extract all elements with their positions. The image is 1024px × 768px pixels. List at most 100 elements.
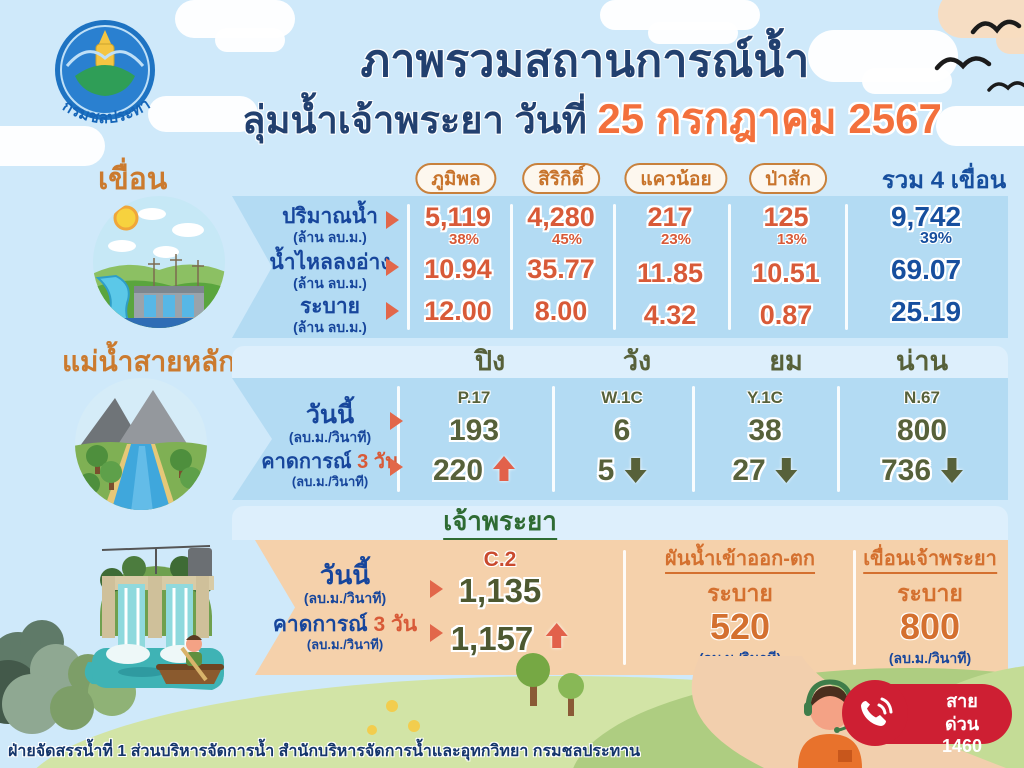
- hotline-number: 1460: [941, 736, 983, 756]
- dam-pill-bhumibol: ภูมิพล: [415, 163, 497, 194]
- dam-value: 12.00: [424, 296, 492, 326]
- chao-dam-illustration: [84, 545, 224, 690]
- river-forecast-value: 736: [880, 454, 932, 487]
- subtitle-text: ลุ่มน้ำเจ้าพระยา วันที่: [242, 100, 587, 142]
- dam-percent: 45%: [551, 231, 583, 248]
- river-illustration: [75, 378, 207, 510]
- river-forecast-value: 220: [432, 454, 484, 487]
- dam-total-percent: 39%: [919, 230, 953, 247]
- cloud: [648, 22, 738, 44]
- dam-total-value: 69.07: [890, 254, 962, 285]
- triangle-marker: [386, 211, 399, 229]
- phone-icon: [842, 680, 908, 746]
- dam-value: 35.77: [527, 254, 595, 284]
- call-agent: [798, 679, 862, 768]
- divider: [552, 386, 555, 492]
- station-code: N.67: [904, 388, 940, 407]
- chao-forecast-cell: 1,157: [451, 620, 570, 658]
- dam-value: 125: [763, 202, 809, 232]
- divider: [397, 386, 400, 492]
- hotline-text: สายด่วน 1460: [931, 690, 993, 758]
- river-forecast-cell: 736: [881, 454, 963, 489]
- divider: [623, 550, 626, 665]
- dam-pill-pasak: ป่าสัก: [749, 163, 827, 194]
- dam-illustration: [93, 196, 225, 328]
- river-forecast-value: 27: [732, 454, 766, 487]
- cloud: [996, 26, 1024, 54]
- dam-pill-sirikit: สิริกิติ์: [522, 163, 600, 194]
- dam-percent: 23%: [660, 231, 692, 248]
- dam-value: 5,119: [424, 202, 492, 232]
- dams-total-label: รวม 4 เขื่อน: [881, 160, 1007, 203]
- dam-value: 11.85: [636, 258, 704, 288]
- chao-forecast-label: คาดการณ์ 3 วัน (ลบ.ม./วินาที): [272, 613, 418, 653]
- river-today-value: 6: [613, 414, 631, 447]
- chao-station-code: C.2: [483, 548, 517, 571]
- diversion-value: 520: [709, 606, 771, 647]
- page-title: ภาพรวมสถานการณ์น้ำ: [360, 35, 810, 86]
- river-today-value: 193: [448, 414, 500, 447]
- hotline-label: สายด่วน: [944, 691, 980, 734]
- dam-row-label-inflow: น้ำไหลลงอ่าง (ล้าน ลบ.ม.): [269, 251, 391, 292]
- agency-logo: กรมชลประทาน: [35, 12, 155, 127]
- cloud: [862, 68, 952, 94]
- diversion-release-label: ระบาย: [707, 580, 773, 606]
- trend-arrow: [776, 456, 798, 483]
- dam-value: 0.87: [759, 300, 813, 330]
- river-forecast-cell: 27: [732, 454, 797, 489]
- dams-section-label: เขื่อน: [98, 163, 168, 196]
- cloud: [0, 126, 105, 166]
- chao-forecast-value: 1,157: [450, 620, 534, 657]
- chao-today-label: วันนี้ (ลบ.ม./วินาที): [303, 560, 387, 607]
- triangle-marker: [430, 624, 443, 642]
- chao-dam-title: เขื่อนเจ้าพระยา: [863, 548, 997, 574]
- cloud: [148, 96, 258, 132]
- dam-value: 4,280: [527, 202, 595, 232]
- dams-table: [232, 196, 1008, 338]
- cloud: [215, 28, 285, 52]
- river-forecast-cell: 5: [598, 454, 647, 489]
- dam-value: 10.94: [424, 254, 492, 284]
- divider: [837, 386, 840, 492]
- divider: [510, 204, 513, 330]
- divider: [613, 204, 616, 330]
- divider: [728, 204, 731, 330]
- river-today-value: 38: [748, 414, 782, 447]
- dam-percent: 38%: [448, 231, 480, 248]
- river-forecast-cell: 220: [433, 454, 515, 489]
- chao-header: เจ้าพระยา: [443, 506, 557, 541]
- trend-arrow: [941, 456, 963, 483]
- divider: [853, 550, 856, 665]
- report-date: 25 กรกฎาคม 2567: [597, 95, 942, 142]
- river-forecast-value: 5: [597, 454, 615, 487]
- dam-total-value: 25.19: [890, 296, 962, 327]
- dam-value: 217: [647, 202, 693, 232]
- page-subtitle: ลุ่มน้ำเจ้าพระยา วันที่ 25 กรกฎาคม 2567: [242, 86, 942, 152]
- river-col-yom: ยม: [769, 346, 803, 376]
- dam-value: 8.00: [534, 296, 588, 326]
- divider: [692, 386, 695, 492]
- dam-percent: 13%: [776, 231, 808, 248]
- diversion-title: ผันน้ำเข้าออก-ตก: [665, 548, 815, 574]
- dam-pill-khwaenoi: แควน้อย: [624, 163, 728, 194]
- birds-icon: [934, 19, 1024, 92]
- triangle-marker: [386, 302, 399, 320]
- forecast-highlight: 3 วัน: [373, 613, 418, 636]
- river-col-wang: วัง: [622, 346, 652, 376]
- forecast-highlight: 3 วัน: [357, 451, 399, 473]
- dam-row-label-storage: ปริมาณน้ำ (ล้าน ลบ.ม.): [282, 205, 378, 246]
- river-col-ping: ปิง: [474, 346, 506, 376]
- triangle-marker: [386, 258, 399, 276]
- trend-arrow: [493, 456, 515, 483]
- triangle-marker: [390, 458, 403, 476]
- rivers-forecast-label: คาดการณ์ 3 วัน (ลบ.ม./วินาที): [261, 451, 399, 489]
- station-code: W.1C: [601, 388, 643, 407]
- river-today-value: 800: [896, 414, 948, 447]
- trend-arrow: [624, 456, 646, 483]
- river-col-nan: น่าน: [895, 346, 949, 376]
- rivers-header-strip: [232, 346, 1008, 378]
- rivers-section-label: แม่น้ำสายหลัก: [62, 346, 236, 377]
- chao-table: [255, 540, 1008, 675]
- rivers-today-label: วันนี้ (ลบ.ม./วินาที): [288, 401, 372, 446]
